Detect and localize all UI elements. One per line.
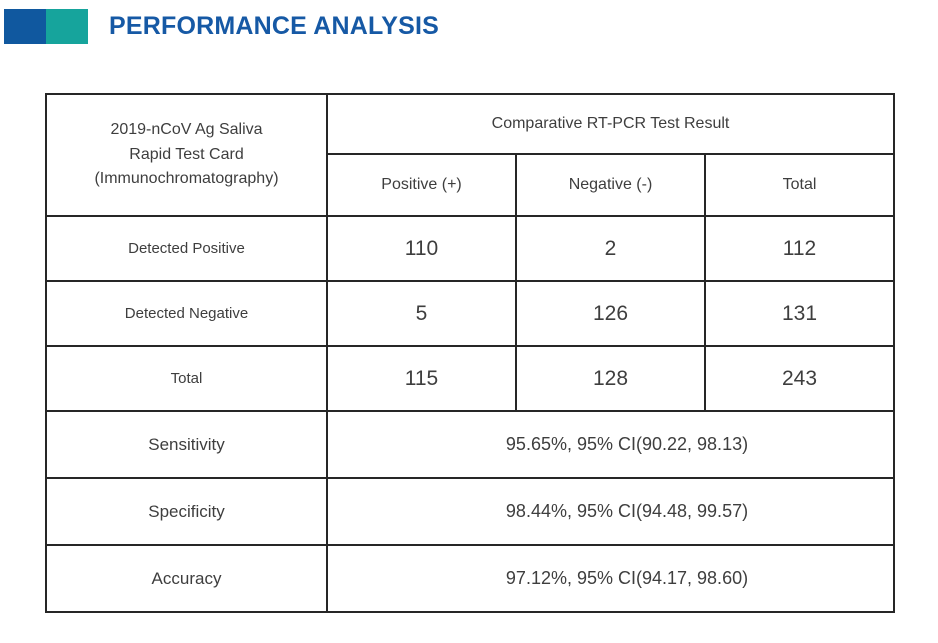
table-row-detected-positive: Detected Positive 110 2 112 — [45, 215, 895, 282]
cell-value: 2 — [515, 215, 706, 282]
summary-label: Sensitivity — [45, 410, 328, 479]
logo-mark — [4, 9, 88, 44]
row-label: Total — [45, 345, 328, 412]
cell-value: 126 — [515, 280, 706, 347]
page-title: PERFORMANCE ANALYSIS — [109, 12, 439, 40]
summary-value: 95.65%, 95% CI(90.22, 98.13) — [326, 410, 895, 479]
cell-value: 115 — [326, 345, 517, 412]
table-row-total: Total 115 128 243 — [45, 345, 895, 412]
cell-value: 110 — [326, 215, 517, 282]
group-header-cell: Comparative RT-PCR Test Result — [326, 93, 895, 155]
column-header-positive: Positive (+) — [326, 153, 517, 217]
summary-value: 98.44%, 95% CI(94.48, 99.57) — [326, 477, 895, 546]
column-header-negative: Negative (-) — [515, 153, 706, 217]
table-header-row: 2019-nCoV Ag Saliva Rapid Test Card (Imm… — [45, 93, 895, 217]
cell-value: 243 — [704, 345, 895, 412]
performance-table: 2019-nCoV Ag Saliva Rapid Test Card (Imm… — [45, 93, 895, 613]
row-label: Detected Negative — [45, 280, 328, 347]
cell-value: 5 — [326, 280, 517, 347]
logo-blue-square — [4, 9, 46, 44]
column-header-total: Total — [704, 153, 895, 217]
table-subheader-row: Positive (+) Negative (-) Total — [46, 153, 895, 217]
summary-label: Specificity — [45, 477, 328, 546]
corner-header-cell: 2019-nCoV Ag Saliva Rapid Test Card (Imm… — [45, 93, 328, 217]
table-row-accuracy: Accuracy 97.12%, 95% CI(94.17, 98.60) — [45, 544, 895, 613]
cell-value: 112 — [704, 215, 895, 282]
summary-label: Accuracy — [45, 544, 328, 613]
logo-teal-square — [46, 9, 88, 44]
page-header: PERFORMANCE ANALYSIS — [4, 9, 439, 44]
table-row-sensitivity: Sensitivity 95.65%, 95% CI(90.22, 98.13) — [45, 410, 895, 479]
cell-value: 131 — [704, 280, 895, 347]
table-row-detected-negative: Detected Negative 5 126 131 — [45, 280, 895, 347]
table-row-specificity: Specificity 98.44%, 95% CI(94.48, 99.57) — [45, 477, 895, 546]
cell-value: 128 — [515, 345, 706, 412]
row-label: Detected Positive — [45, 215, 328, 282]
summary-value: 97.12%, 95% CI(94.17, 98.60) — [326, 544, 895, 613]
